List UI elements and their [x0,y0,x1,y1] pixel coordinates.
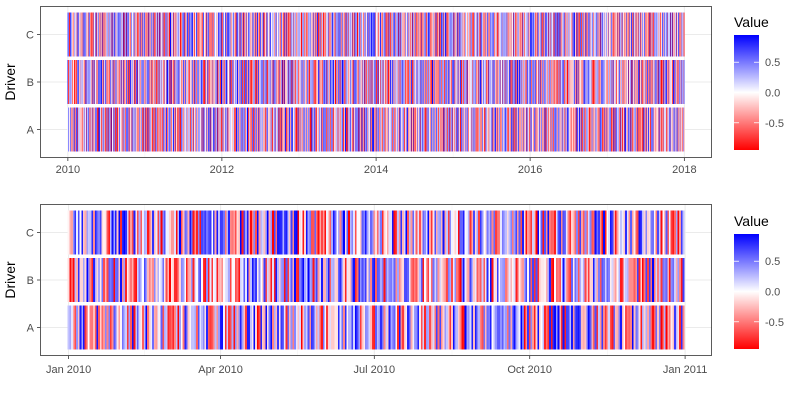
heat-tiles [68,13,685,152]
heat-row-A [68,108,685,152]
heat-row-B [68,60,685,104]
